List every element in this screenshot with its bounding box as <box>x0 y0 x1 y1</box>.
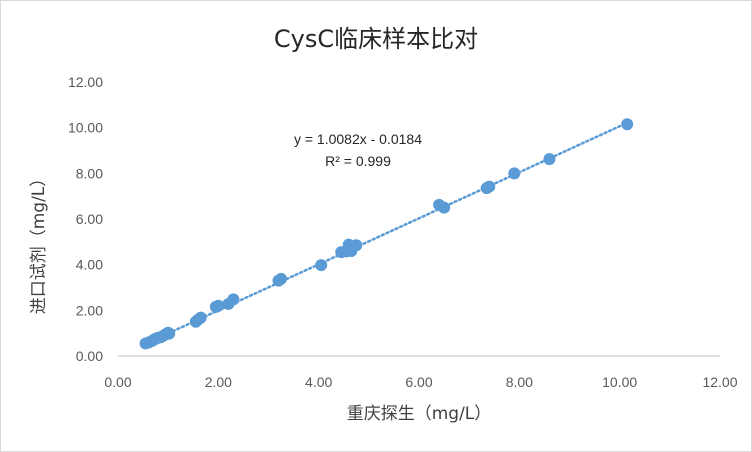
x-tick-label: 8.00 <box>506 374 533 390</box>
x-tick-label: 0.00 <box>104 374 131 390</box>
x-tick-label: 4.00 <box>305 374 332 390</box>
y-axis-title: 进口试剂（mg/L） <box>29 170 49 315</box>
data-point <box>350 239 363 252</box>
data-point <box>483 180 496 193</box>
x-tick-label: 2.00 <box>205 374 232 390</box>
data-point <box>315 259 328 272</box>
x-tick-label: 10.00 <box>602 374 637 390</box>
data-point <box>212 299 225 312</box>
trendline-equation: y = 1.0082x - 0.0184 <box>294 131 422 147</box>
data-points <box>139 118 634 350</box>
data-point <box>543 153 556 166</box>
y-tick-label: 2.00 <box>76 302 103 318</box>
data-point <box>227 293 240 306</box>
y-tick-label: 6.00 <box>76 211 103 227</box>
x-tick-labels: 0.00 2.00 4.00 6.00 8.00 10.00 12.00 <box>104 374 737 390</box>
plot-area: 0.00 2.00 4.00 6.00 8.00 10.00 12.00 0.00 2.00 4… <box>68 74 738 390</box>
data-point <box>163 327 176 340</box>
data-point <box>508 167 521 180</box>
data-point <box>438 201 451 214</box>
data-point <box>275 272 288 285</box>
x-tick-label: 12.00 <box>702 374 737 390</box>
x-axis-title: 重庆探生（mg/L） <box>347 404 492 424</box>
y-tick-label: 10.00 <box>68 120 103 136</box>
data-point <box>194 311 207 324</box>
y-tick-label: 4.00 <box>76 257 103 273</box>
y-tick-labels: 0.00 2.00 4.00 6.00 8.00 10.00 12.00 <box>68 74 103 364</box>
y-tick-label: 0.00 <box>76 348 103 364</box>
data-point <box>621 118 634 131</box>
y-tick-label: 12.00 <box>68 74 103 90</box>
chart-title: CysC临床样本比对 <box>274 25 478 53</box>
r-squared-label: R² = 0.999 <box>325 153 391 169</box>
x-tick-label: 6.00 <box>405 374 432 390</box>
y-tick-label: 8.00 <box>76 165 103 181</box>
